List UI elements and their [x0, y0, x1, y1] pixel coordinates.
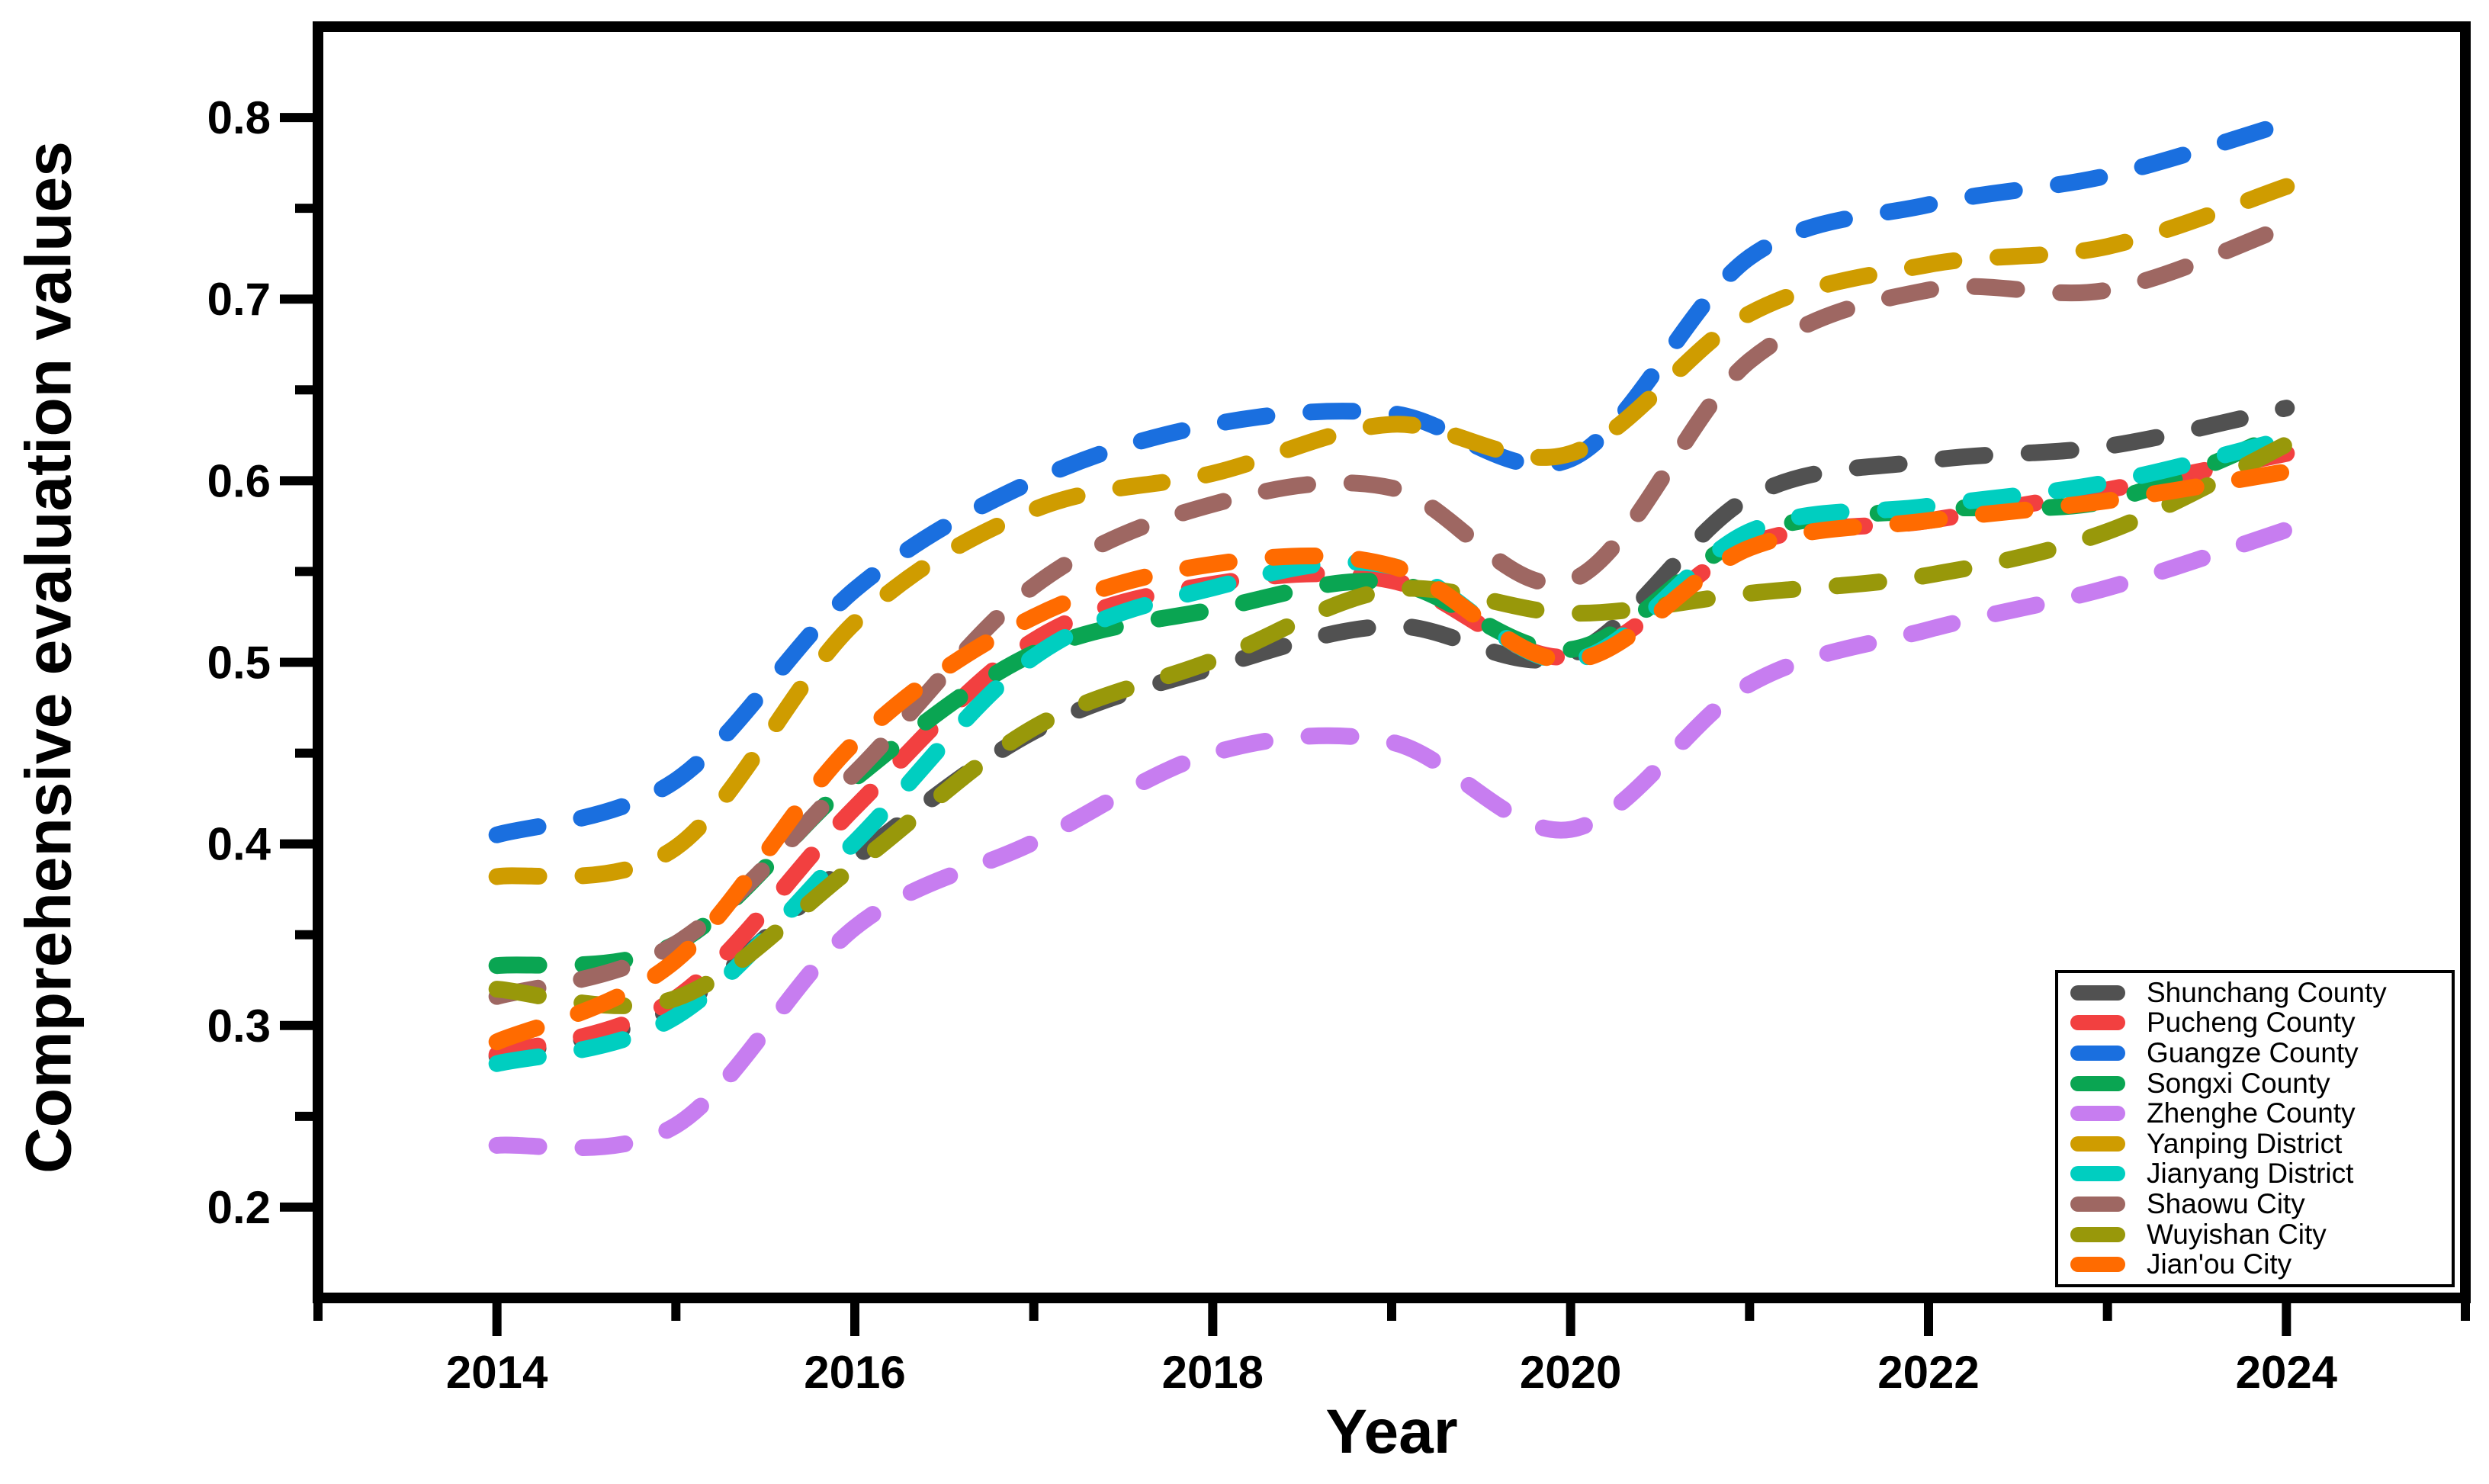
legend-item: Songxi County: [2058, 1067, 2452, 1099]
x-tick-label: 2020: [1520, 1347, 1621, 1398]
legend-label: Guangze County: [2147, 1036, 2359, 1068]
legend-label: Wuyishan City: [2147, 1218, 2327, 1250]
series-line: [488, 114, 2295, 843]
y-tick-label: 0.7: [207, 274, 271, 325]
y-tick-label: 0.3: [207, 1001, 271, 1052]
legend-marker-dash: [2070, 1166, 2125, 1182]
x-tick-label: 2022: [1877, 1347, 1979, 1398]
legend-label: Shaowu City: [2147, 1187, 2305, 1219]
y-tick-label: 0.8: [207, 92, 271, 143]
legend-item: Wuyishan City: [2058, 1218, 2452, 1250]
legend-item: Yanping District: [2058, 1127, 2452, 1159]
y-axis-title: Comprehensive evaluation values: [12, 141, 85, 1174]
legend-marker-dash: [2070, 1196, 2125, 1212]
legend-item: Jianyang District: [2058, 1158, 2452, 1190]
series-line: [488, 178, 2295, 885]
legend-label: Songxi County: [2147, 1067, 2330, 1099]
legend-marker-dash: [2070, 1257, 2125, 1273]
legend-label: Jianyang District: [2147, 1158, 2354, 1190]
legend-label: Shunchang County: [2147, 976, 2387, 1008]
legend-label: Jian'ou City: [2147, 1248, 2292, 1280]
series-line: [488, 430, 2295, 1072]
legend-marker-dash: [2070, 1015, 2125, 1031]
series-line: [488, 218, 2295, 1005]
y-tick-label: 0.6: [207, 455, 271, 506]
y-tick-label: 0.4: [207, 819, 271, 870]
legend-marker-dash: [2070, 985, 2125, 1001]
legend-marker-dash: [2070, 1135, 2125, 1152]
legend-item: Shaowu City: [2058, 1187, 2452, 1219]
legend-item: Shunchang County: [2058, 976, 2452, 1008]
legend-box: Shunchang County Pucheng County Guangze Co…: [2055, 970, 2455, 1287]
legend-marker-dash: [2070, 1226, 2125, 1242]
legend-label: Zhenghe County: [2147, 1097, 2356, 1129]
y-tick-label: 0.5: [207, 638, 271, 689]
series-line: [488, 463, 2295, 1051]
x-tick-label: 2024: [2236, 1347, 2338, 1398]
series-line: [488, 521, 2295, 1157]
legend-item: Jian'ou City: [2058, 1248, 2452, 1280]
x-tick-label: 2014: [446, 1347, 548, 1398]
y-tick-label: 0.2: [207, 1182, 271, 1233]
legend-marker-dash: [2070, 1075, 2125, 1091]
legend-item: Pucheng County: [2058, 1007, 2452, 1039]
x-tick-label: 2016: [804, 1347, 905, 1398]
legend-label: Yanping District: [2147, 1127, 2343, 1159]
legend-item: Guangze County: [2058, 1036, 2452, 1068]
legend-marker-dash: [2070, 1045, 2125, 1061]
legend-label: Pucheng County: [2147, 1007, 2356, 1039]
series-line: [488, 435, 2295, 1014]
x-tick-label: 2018: [1162, 1347, 1264, 1398]
x-axis-title: Year: [1325, 1397, 1458, 1466]
legend-item: Zhenghe County: [2058, 1097, 2452, 1129]
series-line: [488, 445, 2295, 1063]
legend-marker-dash: [2070, 1106, 2125, 1122]
